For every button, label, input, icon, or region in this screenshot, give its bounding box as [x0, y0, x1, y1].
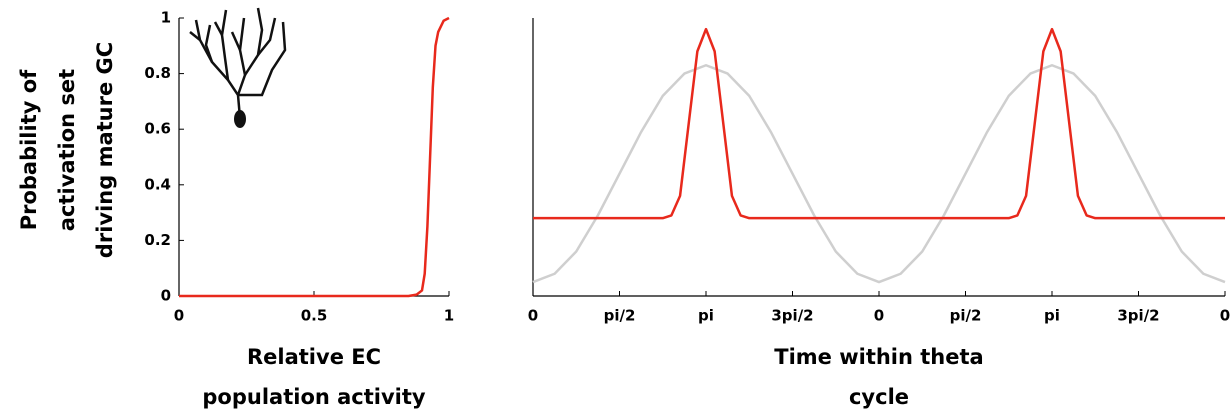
y-tick-label: 0.8 — [144, 64, 171, 82]
y-tick-label: 0 — [161, 287, 171, 305]
x-tick-label: 0.5 — [301, 307, 328, 325]
x-tick-label: 0 — [528, 307, 538, 325]
series-line — [532, 64, 1226, 284]
x-axis-label: population activity — [202, 385, 426, 409]
x-tick-label: pi/2 — [950, 307, 982, 325]
x-axis-label: Time within theta — [774, 345, 983, 369]
neuron-icon — [189, 7, 287, 119]
x-tick-label: 0 — [174, 307, 184, 325]
series-line — [179, 16, 450, 298]
x-tick-label: pi — [1044, 307, 1060, 325]
x-tick-label: pi — [698, 307, 714, 325]
neuron-soma — [234, 110, 246, 128]
series-line — [533, 27, 1225, 220]
x-axis-label: Relative EC — [247, 345, 381, 369]
x-tick-label: 0 — [1220, 307, 1230, 325]
x-tick-label: 3pi/2 — [771, 307, 813, 325]
y-tick-label: 0.2 — [144, 231, 171, 249]
x-axis-label: cycle — [849, 385, 909, 409]
x-tick-label: 0 — [874, 307, 884, 325]
y-tick-label: 0.4 — [144, 175, 171, 193]
y-tick-label: 1 — [161, 9, 171, 27]
x-tick-label: pi/2 — [604, 307, 636, 325]
x-tick-label: 3pi/2 — [1117, 307, 1159, 325]
x-tick-label: 1 — [444, 307, 454, 325]
y-axis-label: activation set — [55, 69, 79, 231]
y-tick-label: 0.6 — [144, 120, 171, 138]
y-axis-label: driving mature GC — [93, 42, 117, 258]
y-axis-label: Probability of — [17, 69, 41, 230]
